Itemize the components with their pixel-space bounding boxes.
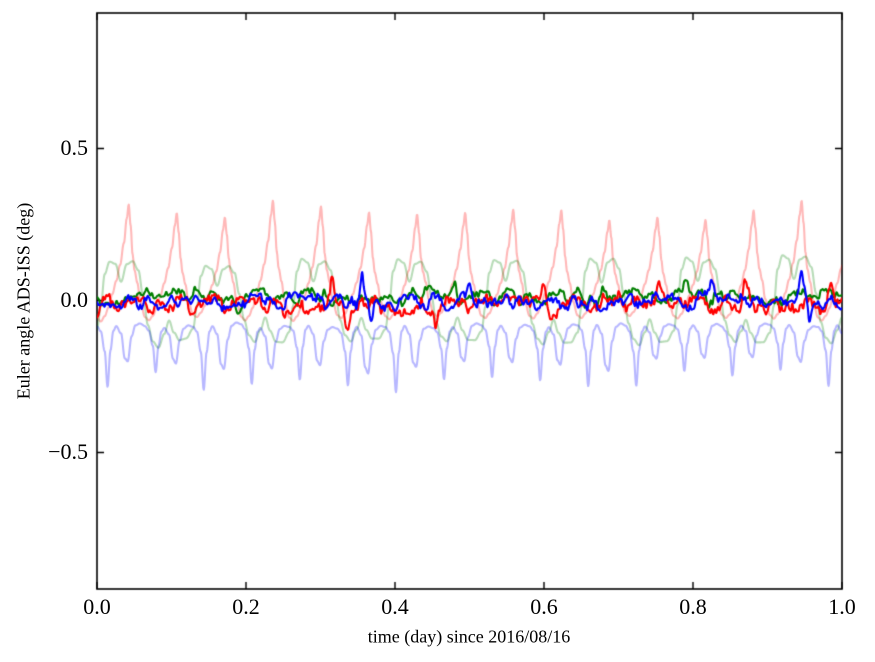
x-tick-label: 0.4 — [381, 594, 409, 619]
x-tick-label: 0.2 — [232, 594, 260, 619]
y-tick-label: −0.5 — [48, 439, 88, 464]
x-axis-label: time (day) since 2016/08/16 — [367, 626, 571, 647]
y-axis-label: Euler angle ADS-ISS (deg) — [13, 202, 34, 400]
y-tick-label: 0.5 — [60, 135, 89, 160]
x-tick-label: 1.0 — [828, 594, 856, 619]
x-tick-label: 0.8 — [679, 594, 707, 619]
y-tick-label: 0.0 — [60, 287, 89, 312]
x-tick-label: 0.6 — [530, 594, 558, 619]
x-tick-label: 0.0 — [83, 594, 111, 619]
